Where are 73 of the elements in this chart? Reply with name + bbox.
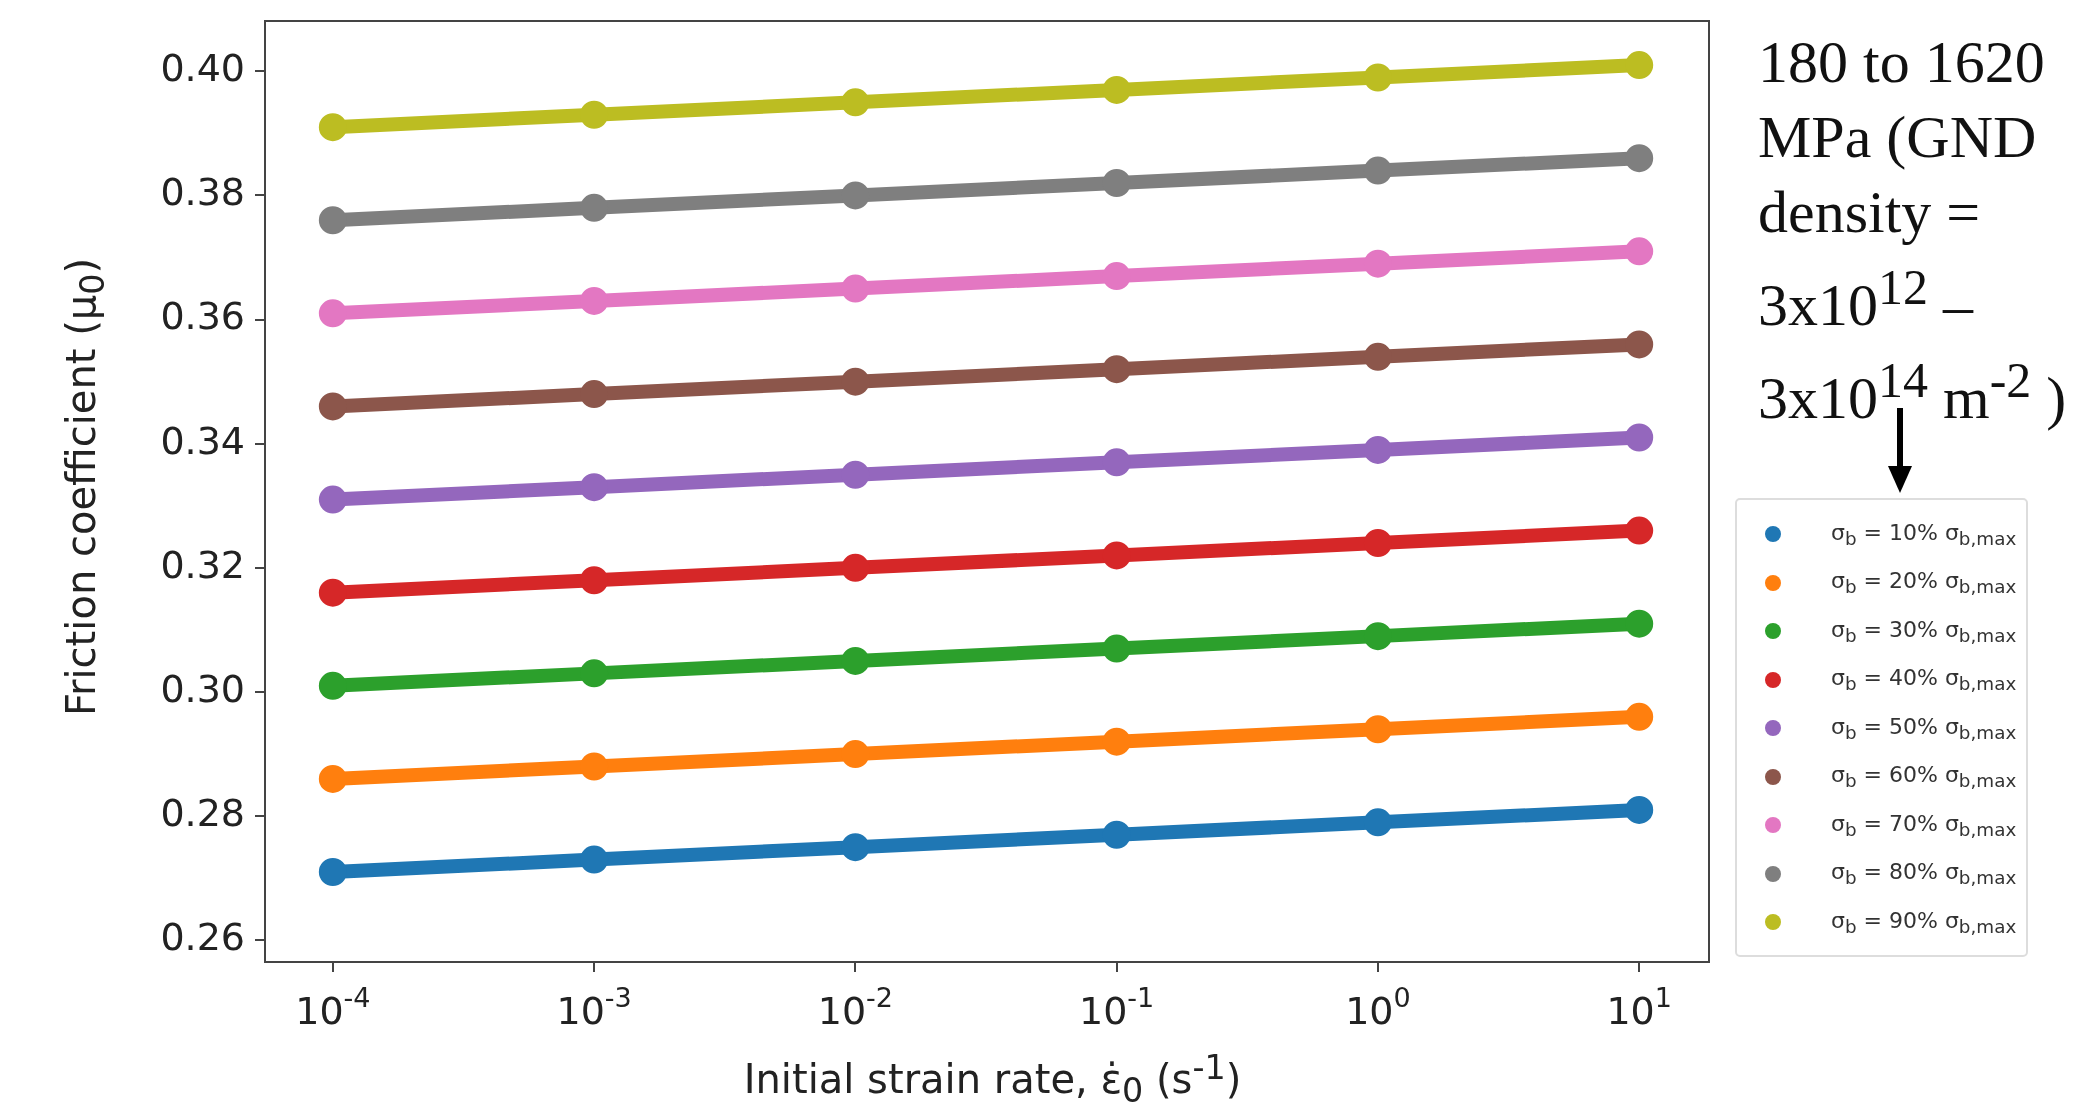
point — [318, 764, 347, 793]
point — [1363, 529, 1392, 558]
legend-label: σ$_{b}$ = 30% σ$_{b,max}$ — [1831, 616, 2017, 646]
point — [1102, 448, 1131, 477]
point — [1102, 355, 1131, 384]
point — [580, 286, 609, 315]
point — [318, 206, 347, 235]
point — [1363, 435, 1392, 464]
point — [1363, 808, 1392, 837]
legend-label: σ$_{b}$ = 10% σ$_{b,max}$ — [1831, 519, 2017, 549]
point — [1102, 634, 1131, 663]
legend-label: σ$_{b}$ = 90% σ$_{b,max}$ — [1831, 907, 2017, 937]
point — [1363, 715, 1392, 744]
point — [318, 578, 347, 607]
point — [1102, 169, 1131, 198]
point — [1102, 727, 1131, 756]
y-tick-label: 0.36 — [160, 294, 245, 339]
point — [580, 380, 609, 409]
point — [1625, 144, 1654, 173]
point — [318, 671, 347, 700]
point — [1363, 156, 1392, 185]
point — [318, 113, 347, 142]
point — [1363, 342, 1392, 371]
point — [1625, 51, 1654, 80]
y-tick-label: 0.26 — [160, 915, 245, 960]
point — [318, 392, 347, 421]
x-axis-title: Initial strain rate, ε̇$_{0}$ (s$^{-1}$) — [742, 1048, 1243, 1111]
point — [1625, 609, 1654, 638]
point — [1625, 237, 1654, 266]
y-tick-label: 0.34 — [160, 418, 245, 463]
point — [1625, 330, 1654, 359]
point — [580, 100, 609, 129]
y-tick-label: 0.30 — [160, 666, 245, 711]
y-tick-label: 0.28 — [160, 791, 245, 836]
legend-label: σ$_{b}$ = 20% σ$_{b,max}$ — [1831, 568, 2017, 598]
point — [318, 858, 347, 886]
point — [318, 299, 347, 328]
point — [1625, 516, 1654, 545]
point — [841, 367, 870, 396]
point — [1102, 75, 1131, 104]
legend-label: σ$_{b}$ = 50% σ$_{b,max}$ — [1831, 713, 2017, 743]
point — [841, 181, 870, 210]
point — [580, 566, 609, 595]
y-tick-label: 0.32 — [160, 542, 245, 587]
point — [1625, 702, 1654, 731]
point — [580, 845, 609, 874]
point — [580, 659, 609, 688]
point — [1102, 541, 1131, 570]
legend-label: σ$_{b}$ = 60% σ$_{b,max}$ — [1831, 762, 2017, 792]
point — [841, 274, 870, 303]
point — [841, 833, 870, 862]
point — [1363, 249, 1392, 278]
point — [1102, 262, 1131, 291]
point — [1625, 423, 1654, 452]
legend-label: σ$_{b}$ = 80% σ$_{b,max}$ — [1831, 859, 2017, 889]
point — [841, 460, 870, 489]
point — [1363, 63, 1392, 92]
point — [580, 473, 609, 502]
y-tick-label: 0.38 — [160, 170, 245, 215]
point — [1102, 820, 1131, 849]
point — [580, 752, 609, 781]
y-tick-label: 0.40 — [160, 46, 245, 91]
text: 180 to 1620 MPa (GND density = 3x10$^{12}$ – 3x10$^{14}$ m$^{-2}$ ) — [1758, 29, 2067, 431]
legend-label: σ$_{b}$ = 40% σ$_{b,max}$ — [1831, 665, 2017, 695]
point — [318, 485, 347, 514]
point — [1625, 795, 1654, 824]
point — [841, 88, 870, 117]
point — [841, 740, 870, 769]
legend-label: σ$_{b}$ = 70% σ$_{b,max}$ — [1831, 810, 2017, 840]
point — [841, 646, 870, 675]
point — [841, 553, 870, 582]
point — [1363, 622, 1392, 651]
point — [580, 193, 609, 222]
